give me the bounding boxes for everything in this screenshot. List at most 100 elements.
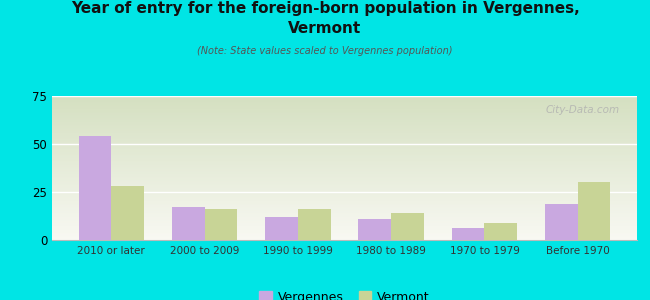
Bar — [52, 175, 637, 177]
Bar — [52, 226, 637, 227]
Bar — [52, 187, 637, 188]
Bar — [52, 158, 637, 159]
Bar — [52, 227, 637, 229]
Bar — [52, 119, 637, 121]
Bar — [52, 115, 637, 116]
Bar — [52, 123, 637, 125]
Bar — [52, 207, 637, 208]
Bar — [52, 151, 637, 152]
Bar — [52, 198, 637, 200]
Bar — [52, 218, 637, 220]
Bar — [52, 236, 637, 237]
Bar — [111, 186, 144, 240]
Bar — [52, 96, 637, 98]
Text: (Note: State values scaled to Vergennes population): (Note: State values scaled to Vergennes … — [197, 46, 453, 56]
Bar — [52, 204, 637, 206]
Bar — [52, 167, 637, 168]
Bar — [52, 136, 637, 138]
Bar — [52, 145, 637, 146]
Bar — [52, 128, 637, 129]
Bar — [52, 206, 637, 207]
Bar — [52, 113, 637, 115]
Bar — [52, 188, 637, 190]
Bar — [391, 213, 424, 240]
Bar — [52, 130, 637, 132]
Bar — [52, 168, 637, 170]
Bar — [52, 220, 637, 221]
Legend: Vergennes, Vermont: Vergennes, Vermont — [254, 286, 435, 300]
Bar — [578, 182, 610, 240]
Bar — [52, 171, 637, 172]
Bar — [52, 165, 637, 166]
Bar — [52, 100, 637, 102]
Bar — [52, 238, 637, 240]
Bar — [52, 213, 637, 214]
Bar — [52, 193, 637, 194]
Bar — [52, 223, 637, 224]
Bar — [52, 230, 637, 231]
Bar — [52, 202, 637, 204]
Bar — [52, 178, 637, 179]
Bar — [52, 106, 637, 107]
Bar — [359, 219, 391, 240]
Bar — [52, 135, 637, 136]
Bar — [452, 229, 484, 240]
Bar — [52, 195, 637, 197]
Bar — [52, 184, 637, 185]
Bar — [52, 211, 637, 213]
Bar — [52, 221, 637, 223]
Bar — [52, 138, 637, 139]
Bar — [52, 190, 637, 191]
Bar — [52, 233, 637, 234]
Bar — [52, 116, 637, 118]
Bar — [52, 217, 637, 218]
Bar — [52, 234, 637, 236]
Bar — [52, 164, 637, 165]
Bar — [52, 157, 637, 158]
Bar — [52, 161, 637, 162]
Bar — [52, 179, 637, 181]
Bar — [265, 217, 298, 240]
Bar — [52, 208, 637, 210]
Bar — [52, 129, 637, 130]
Bar — [52, 146, 637, 148]
Bar — [52, 181, 637, 182]
Bar — [52, 122, 637, 123]
Bar — [52, 152, 637, 154]
Bar — [298, 209, 330, 240]
Text: City-Data.com: City-Data.com — [545, 105, 619, 115]
Bar — [52, 191, 637, 193]
Bar — [52, 229, 637, 230]
Bar — [52, 142, 637, 143]
Bar — [52, 107, 637, 109]
Bar — [52, 99, 637, 100]
Bar — [52, 105, 637, 106]
Bar — [52, 143, 637, 145]
Bar — [52, 197, 637, 198]
Text: Vermont: Vermont — [289, 21, 361, 36]
Bar — [52, 185, 637, 187]
Bar — [52, 155, 637, 157]
Bar — [52, 149, 637, 151]
Bar — [52, 200, 637, 201]
Bar — [52, 121, 637, 122]
Bar — [52, 182, 637, 184]
Bar — [52, 159, 637, 161]
Bar — [52, 125, 637, 126]
Bar — [52, 103, 637, 105]
Bar — [172, 207, 205, 240]
Bar — [52, 172, 637, 174]
Bar — [52, 224, 637, 226]
Bar — [52, 110, 637, 112]
Bar — [52, 98, 637, 99]
Bar — [52, 154, 637, 155]
Bar — [52, 102, 637, 103]
Bar — [545, 203, 578, 240]
Bar — [52, 174, 637, 175]
Bar — [52, 126, 637, 128]
Bar — [79, 136, 111, 240]
Text: Year of entry for the foreign-born population in Vergennes,: Year of entry for the foreign-born popul… — [71, 2, 579, 16]
Bar — [52, 201, 637, 202]
Bar — [52, 132, 637, 134]
Bar — [52, 134, 637, 135]
